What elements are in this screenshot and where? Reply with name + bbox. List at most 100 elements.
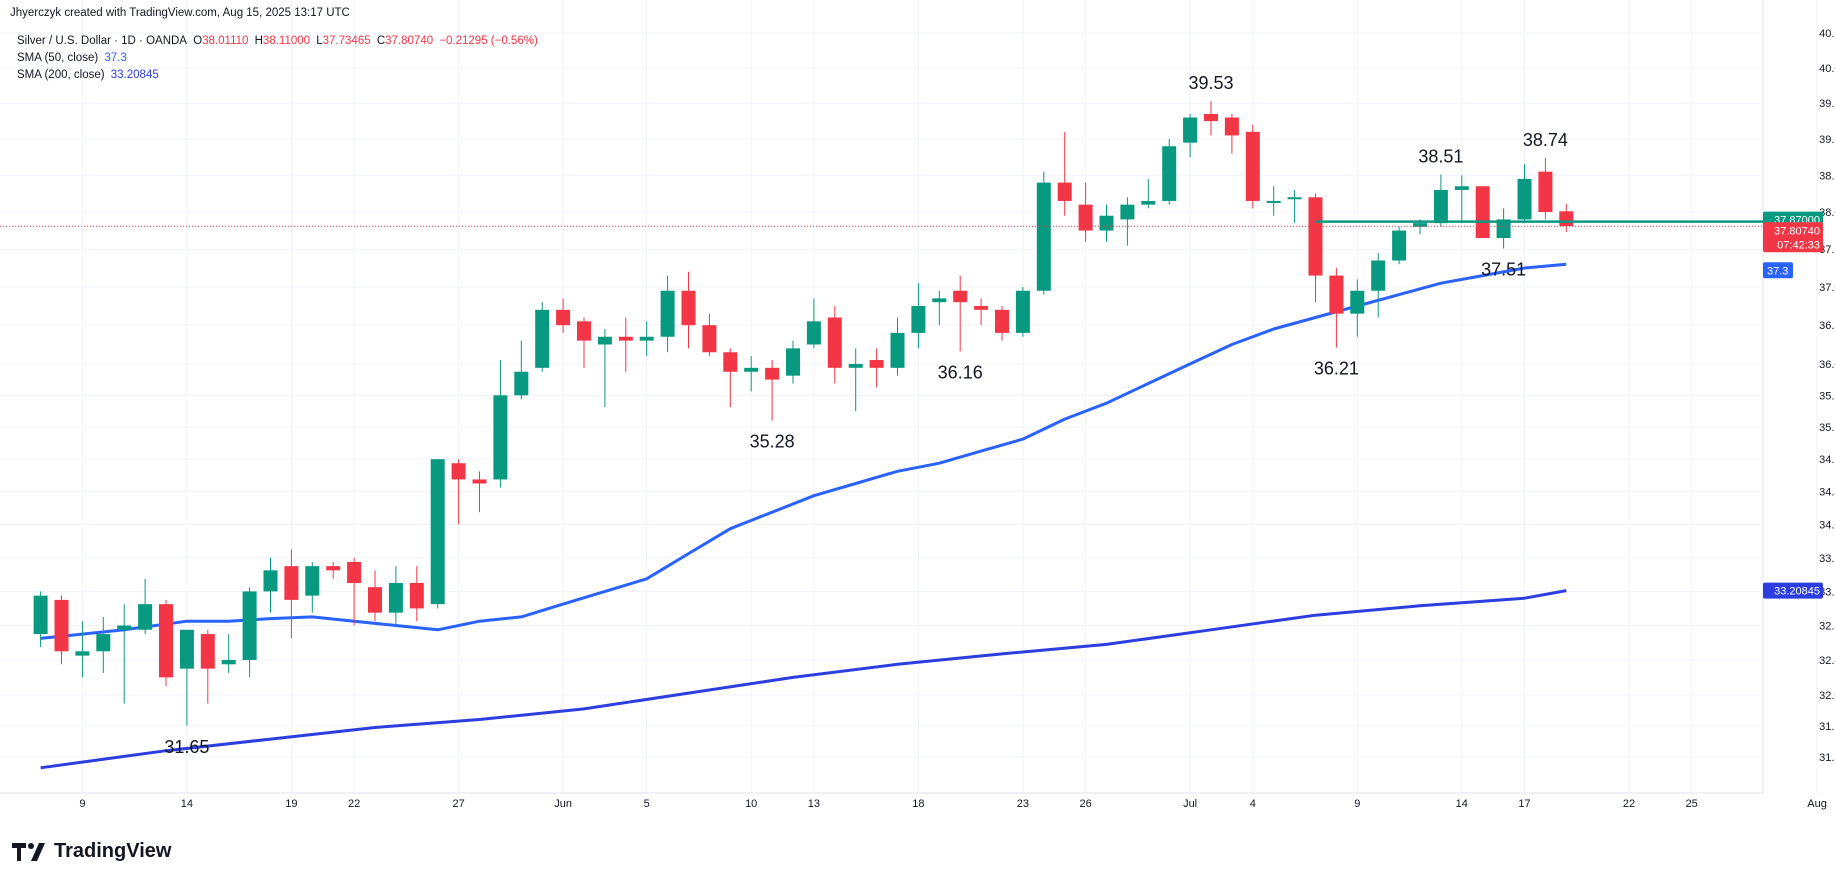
- time-tick-label: Jun: [554, 798, 572, 810]
- candle-down: [326, 566, 341, 571]
- candle-up: [179, 629, 194, 669]
- price-tick-label: 36.00000: [1819, 359, 1835, 371]
- price-tick-label: 40.50000: [1819, 28, 1835, 40]
- candle-up: [430, 459, 445, 605]
- candle-up: [932, 298, 947, 303]
- candle-up: [1433, 189, 1448, 224]
- price-tick-label: 35.60000: [1819, 390, 1835, 402]
- time-tick-label: 18: [912, 798, 924, 810]
- price-tick-label: 37.00000: [1819, 282, 1835, 294]
- candle-up: [1015, 290, 1030, 333]
- candle-down: [1538, 171, 1553, 213]
- candle-up: [1350, 290, 1365, 314]
- price-tick-label: 33.20000: [1819, 586, 1835, 598]
- time-tick-label: 14: [1456, 798, 1468, 810]
- candle-up: [911, 305, 926, 333]
- candle-up: [1517, 178, 1532, 220]
- credit-text: Jhyerczyk created with TradingView.com, …: [10, 7, 350, 19]
- price-tick-label: 38.00000: [1819, 207, 1835, 219]
- candle-up: [806, 321, 821, 345]
- candle-down: [556, 309, 571, 326]
- price-tick-label: 39.00000: [1819, 134, 1835, 146]
- candle-up: [1036, 182, 1051, 291]
- candle-up: [1392, 230, 1407, 261]
- sma50-path: [40, 262, 1567, 640]
- price-annotation: 38.51: [1418, 147, 1463, 167]
- symbol-title[interactable]: Silver / U.S. Dollar · 1D · OANDA: [17, 35, 187, 47]
- low-value: 37.73465: [322, 35, 371, 47]
- time-tick-label: 13: [808, 798, 820, 810]
- candle-up: [221, 659, 236, 665]
- candle-down: [54, 599, 69, 652]
- sma200-badge: [1763, 582, 1823, 599]
- price-annotation: 36.16: [938, 362, 983, 382]
- candle-up: [1371, 260, 1386, 291]
- candle-up: [117, 625, 132, 630]
- candle-down: [1245, 131, 1260, 201]
- price-tick-label: 31.30000: [1819, 752, 1835, 764]
- sma200-value: 33.20845: [110, 69, 159, 81]
- candle-up: [890, 332, 905, 368]
- price-tick-label: 32.40000: [1819, 655, 1835, 667]
- candle-down: [472, 479, 487, 484]
- candle-down: [1204, 113, 1218, 122]
- level-line: [0, 220, 1763, 227]
- price-tick-label: 37.50000: [1819, 244, 1835, 256]
- change-value: −0.21295 (−0.56%): [439, 35, 538, 47]
- candle-down: [347, 561, 362, 583]
- brand-name: TradingView: [54, 840, 172, 862]
- sma50-badge-text: 37.3: [1767, 265, 1788, 277]
- candle-up: [96, 634, 111, 652]
- candle-down: [869, 360, 884, 368]
- price-annotation: 39.53: [1188, 73, 1233, 93]
- tradingview-logo-icon: [12, 842, 45, 861]
- candle-down: [827, 317, 842, 368]
- price-tick-label: 34.00000: [1819, 520, 1835, 532]
- price-annotation: 35.28: [750, 432, 795, 452]
- candle-up: [493, 395, 508, 480]
- price-tick-label: 36.50000: [1819, 320, 1835, 332]
- price-annotation: 36.21: [1314, 359, 1359, 379]
- candle-up: [660, 290, 675, 337]
- candle-up: [597, 336, 612, 345]
- time-tick-label: 9: [79, 798, 85, 810]
- candle-down: [1308, 197, 1323, 276]
- annotations: 31.65 35.28 36.16 39.53 36.21 38.51 37.51 38.74: [164, 73, 1568, 757]
- time-tick-label: Aug: [1807, 798, 1827, 810]
- candle-up: [1162, 146, 1177, 201]
- time-tick-label: 23: [1017, 798, 1029, 810]
- candle-up: [744, 367, 759, 372]
- candle-down: [1224, 117, 1239, 136]
- candle-up: [1183, 117, 1198, 143]
- sma50-value: 37.3: [104, 52, 127, 64]
- price-tick-label: 39.50000: [1819, 98, 1835, 110]
- high-value: 38.11000: [262, 35, 311, 47]
- sma200-path: [40, 589, 1567, 770]
- tradingview-brand[interactable]: TradingView: [12, 840, 171, 863]
- price-annotation: 31.65: [164, 737, 209, 757]
- legend-main: Silver / U.S. Dollar · 1D · OANDA O38.01…: [17, 35, 538, 47]
- sma50-line: [40, 262, 1567, 640]
- candle-up: [535, 309, 550, 368]
- time-tick-label: 19: [285, 798, 297, 810]
- candle-up: [1099, 215, 1114, 231]
- credit-line: Jhyerczyk created with TradingView.com, …: [10, 7, 353, 19]
- candle-down: [618, 336, 633, 341]
- legend-sma200[interactable]: SMA (200, close) 33.20845: [17, 69, 162, 81]
- candle-down: [1057, 182, 1072, 201]
- time-tick-label: 22: [1623, 798, 1635, 810]
- last-price-badge-text: 37.80740: [1774, 225, 1820, 237]
- open-value: 38.01110: [202, 35, 249, 47]
- candle-up: [1141, 200, 1156, 205]
- candle-up: [639, 336, 654, 341]
- sma50-badge: [1763, 262, 1793, 279]
- price-annotation: 37.51: [1481, 259, 1526, 279]
- candle-down: [159, 604, 173, 678]
- time-axis: 914192227Jun51013182326Jul4914172225Aug6…: [79, 798, 1827, 810]
- price-tick-label: 31.65000: [1819, 721, 1835, 733]
- price-tick-label: 34.80000: [1819, 454, 1835, 466]
- legend-sma50[interactable]: SMA (50, close) 37.3: [17, 52, 130, 64]
- price-tick-label: 32.80000: [1819, 620, 1835, 632]
- time-tick-label: 9: [1354, 798, 1360, 810]
